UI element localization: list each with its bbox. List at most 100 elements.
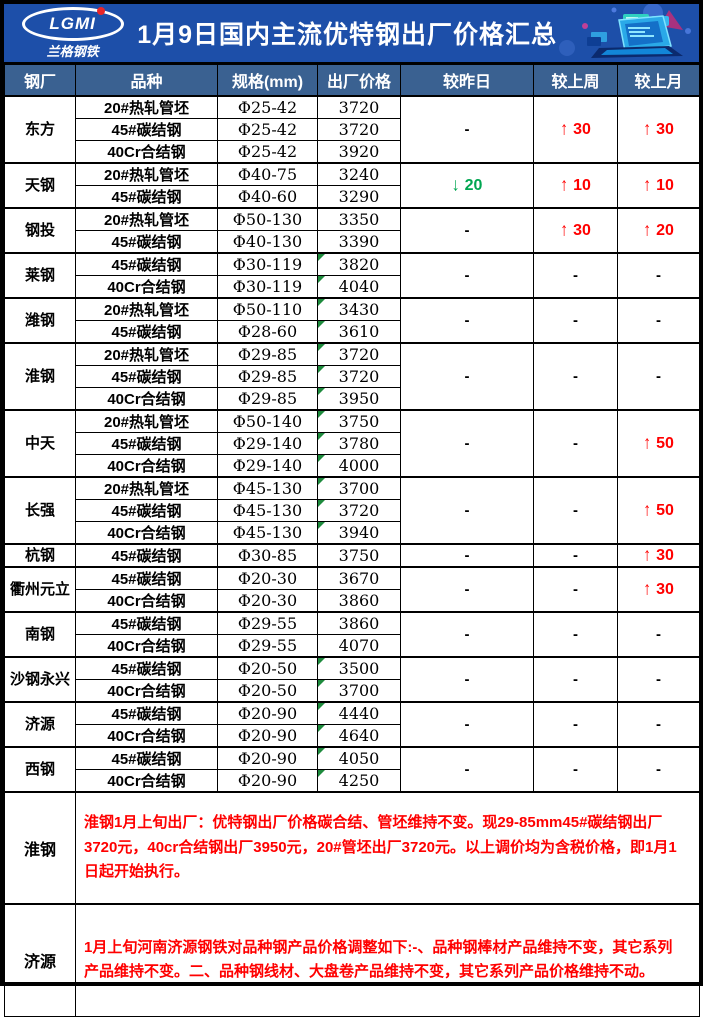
table-row: 淮钢 20#热轧管坯 Φ29-85 3720- - - — [4, 342, 700, 411]
table-row: 40Cr合结钢 Φ20-30 3860 — [5, 589, 700, 613]
up-arrow-icon: ↑ — [643, 579, 652, 599]
variety-cell: 45#碳结钢 — [75, 746, 218, 770]
change-value: 20 — [656, 221, 674, 239]
change-cell-vs_last_month: - — [617, 342, 700, 411]
spec-cell: Φ40-75 — [217, 162, 318, 186]
change-value: 50 — [656, 501, 674, 519]
spec-cell: Φ29-85 — [217, 365, 318, 388]
spec-cell: Φ40-130 — [217, 230, 318, 254]
price-cell: 4250 — [317, 769, 401, 793]
price-cell: 3750 — [317, 543, 401, 568]
title-banner: LGMI 兰格钢铁 1月9日国内主流优特钢出厂价格汇总 — [4, 4, 699, 65]
up-arrow-icon: ↑ — [560, 119, 569, 139]
change-cell-vs_last_month: - — [617, 611, 700, 658]
variety-cell: 20#热轧管坯 — [75, 342, 218, 366]
change-cell-vs_yesterday: - — [400, 701, 534, 748]
change-cell-vs_yesterday: - — [400, 409, 534, 478]
variety-cell: 20#热轧管坯 — [75, 476, 218, 500]
price-cell: 4050 — [317, 746, 401, 770]
table-row: 济源 45#碳结钢 Φ20-90 4440- - - — [4, 701, 700, 748]
price-cell: 3720 — [317, 499, 401, 522]
table-row: 南钢 45#碳结钢 Φ29-55 3860- - - — [4, 611, 700, 658]
logo-oval: LGMI — [21, 6, 124, 41]
price-cell: 3720 — [317, 342, 401, 366]
price-cell: 3720 — [317, 118, 401, 141]
up-arrow-icon: ↑ — [643, 433, 652, 453]
price-cell: 3750 — [317, 409, 401, 433]
change-cell-vs_yesterday: - — [400, 656, 534, 703]
change-cell-vs_yesterday: - — [400, 611, 534, 658]
change-cell-vs_last_month: - — [617, 746, 700, 793]
change-cell-vs_last_week: - — [533, 252, 618, 299]
change-value: 30 — [656, 580, 674, 598]
variety-cell: 45#碳结钢 — [75, 499, 218, 522]
change-cell-vs_last_month: ↑ 30 — [617, 95, 700, 164]
spec-cell: Φ20-50 — [217, 656, 318, 680]
change-cell-vs_yesterday: - — [400, 566, 534, 613]
table-row: 40Cr合结钢 Φ20-50 3700 — [5, 679, 700, 703]
spec-cell: Φ25-42 — [217, 95, 318, 119]
price-cell: 4070 — [317, 634, 401, 658]
spec-cell: Φ29-140 — [217, 454, 318, 478]
variety-cell: 20#热轧管坯 — [75, 95, 218, 119]
price-cell: 3950 — [317, 387, 401, 411]
spec-cell: Φ50-110 — [217, 297, 318, 321]
column-header-2: 规格(mm) — [217, 65, 318, 97]
column-header-1: 品种 — [75, 65, 218, 97]
up-arrow-icon: ↑ — [643, 175, 652, 195]
change-cell-vs_last_month: - — [617, 656, 700, 703]
spec-cell: Φ29-140 — [217, 432, 318, 455]
change-cell-vs_last_week: - — [533, 611, 618, 658]
change-value: 10 — [573, 176, 591, 194]
change-cell-vs_yesterday: - — [400, 207, 534, 254]
table-row: 沙钢永兴 45#碳结钢 Φ20-50 3500- - - — [4, 656, 700, 703]
change-cell-vs_last_month: - — [617, 701, 700, 748]
price-cell: 3780 — [317, 432, 401, 455]
change-value: 30 — [656, 120, 674, 138]
change-cell-vs_last_month: ↑ 10 — [617, 162, 700, 209]
spec-cell: Φ20-90 — [217, 769, 318, 793]
spec-cell: Φ30-119 — [217, 252, 318, 276]
spec-cell: Φ20-90 — [217, 701, 318, 725]
spec-cell: Φ29-85 — [217, 387, 318, 411]
change-cell-vs_last_month: - — [617, 297, 700, 344]
variety-cell: 40Cr合结钢 — [75, 521, 218, 545]
mill-name: 西钢 — [4, 746, 76, 793]
change-cell-vs_last_month: ↑ 50 — [617, 476, 700, 545]
table-row: 钢投 20#热轧管坯 Φ50-130 3350- ↑ 30 ↑ 20 — [4, 207, 700, 254]
price-cell: 3240 — [317, 162, 401, 186]
table-row: 40Cr合结钢 Φ45-130 3940 — [5, 521, 700, 545]
spec-cell: Φ29-55 — [217, 634, 318, 658]
price-cell: 3290 — [317, 185, 401, 209]
change-cell-vs_last_week: - — [533, 297, 618, 344]
spec-cell: Φ25-42 — [217, 118, 318, 141]
up-arrow-icon: ↑ — [643, 119, 652, 139]
up-arrow-icon: ↑ — [643, 500, 652, 520]
variety-cell: 40Cr合结钢 — [75, 275, 218, 299]
spec-cell: Φ20-90 — [217, 746, 318, 770]
change-cell-vs_last_week: - — [533, 656, 618, 703]
note-mill-name: 济源 — [4, 903, 76, 1017]
table-row: 衢州元立 45#碳结钢 Φ20-30 3670- - ↑ 30 — [4, 566, 700, 613]
table-row: 中天 20#热轧管坯 Φ50-140 3750- - ↑ 50 — [4, 409, 700, 478]
change-value: 30 — [573, 221, 591, 239]
price-cell: 3720 — [317, 365, 401, 388]
logo-red-dot-icon — [96, 6, 105, 15]
change-cell-vs_last_month: ↑ 30 — [617, 543, 700, 568]
change-value: 30 — [573, 120, 591, 138]
variety-cell: 40Cr合结钢 — [75, 454, 218, 478]
variety-cell: 45#碳结钢 — [75, 701, 218, 725]
price-cell: 3720 — [317, 95, 401, 119]
variety-cell: 40Cr合结钢 — [75, 769, 218, 793]
column-header-3: 出厂价格 — [317, 65, 401, 97]
price-cell: 3920 — [317, 140, 401, 164]
spec-cell: Φ29-85 — [217, 342, 318, 366]
table-row: 45#碳结钢 Φ40-130 3390 — [5, 230, 700, 254]
spec-cell: Φ45-130 — [217, 499, 318, 522]
change-cell-vs_last_week: ↑ 30 — [533, 95, 618, 164]
variety-cell: 45#碳结钢 — [75, 656, 218, 680]
change-cell-vs_yesterday: - — [400, 746, 534, 793]
table-row: 潍钢 20#热轧管坯 Φ50-110 3430- - - — [4, 297, 700, 344]
down-arrow-icon: ↓ — [451, 175, 460, 195]
spec-cell: Φ50-130 — [217, 207, 318, 231]
